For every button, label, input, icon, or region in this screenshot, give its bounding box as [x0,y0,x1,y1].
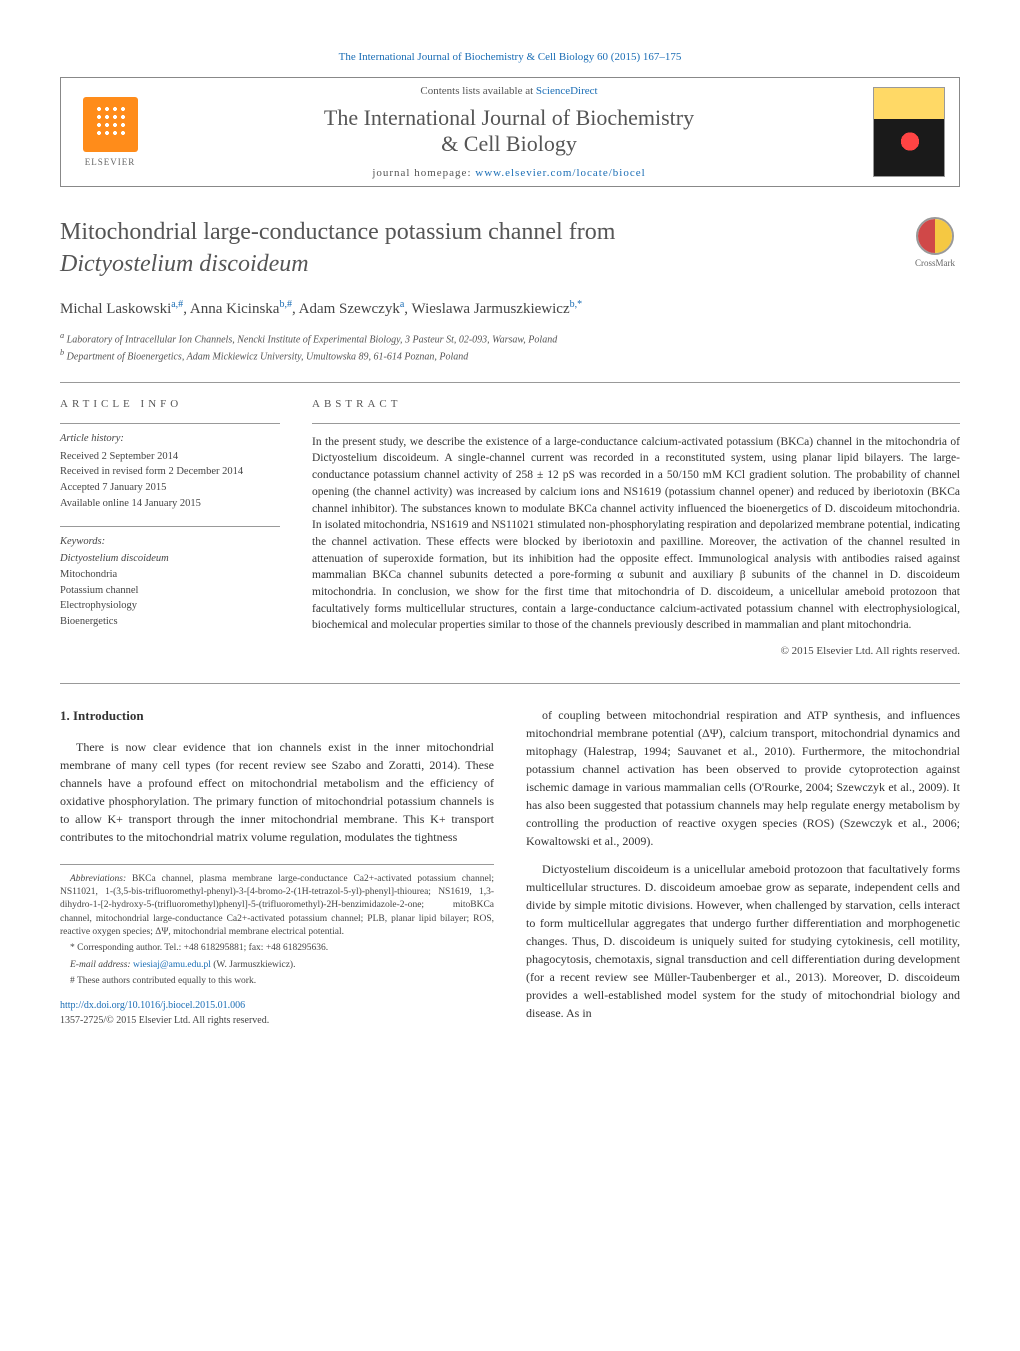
abstract-copyright: © 2015 Elsevier Ltd. All rights reserved… [312,644,960,659]
author-2-sup: b,# [279,299,292,310]
crossmark-widget[interactable]: CrossMark [910,217,960,270]
abbreviations-note: Abbreviations: BKCa channel, plasma memb… [60,873,494,939]
history-label: Article history: [60,432,280,447]
right-column: of coupling between mitochondrial respir… [526,706,960,1032]
body-columns: 1. Introduction There is now clear evide… [60,683,960,1032]
right-paragraph-1: of coupling between mitochondrial respir… [526,706,960,850]
keyword-2: Mitochondria [60,567,280,583]
abstract-column: ABSTRACT In the present study, we descri… [312,397,960,659]
email-note: E-mail address: wiesiaj@amu.edu.pl (W. J… [60,959,494,972]
author-4: Wieslawa Jarmuszkiewicz [412,301,570,317]
author-1-sup: a,# [171,299,183,310]
keywords-label: Keywords: [60,535,280,550]
online-line: Available online 14 January 2015 [60,496,280,512]
info-abstract-row: ARTICLE INFO Article history: Received 2… [60,397,960,659]
citation-header: The International Journal of Biochemistr… [60,50,960,65]
abstract-heading: ABSTRACT [312,397,960,412]
homepage-prefix: journal homepage: [372,167,475,179]
revised-line: Received in revised form 2 December 2014 [60,464,280,480]
journal-homepage-line: journal homepage: www.elsevier.com/locat… [145,166,873,181]
left-paragraph-1: There is now clear evidence that ion cha… [60,738,494,846]
author-1: Michal Laskowski [60,301,171,317]
contents-prefix: Contents lists available at [420,85,535,97]
crossmark-icon [916,217,954,255]
doi-link[interactable]: http://dx.doi.org/10.1016/j.biocel.2015.… [60,998,494,1013]
article-title: Mitochondrial large-conductance potassiu… [60,217,910,279]
keyword-4: Electrophysiology [60,598,280,614]
divider [60,382,960,383]
left-column: 1. Introduction There is now clear evide… [60,706,494,1032]
header-center: Contents lists available at ScienceDirec… [145,84,873,182]
accepted-line: Accepted 7 January 2015 [60,480,280,496]
affiliation-a: Laboratory of Intracellular Ion Channels… [67,334,558,345]
journal-homepage-link[interactable]: www.elsevier.com/locate/biocel [475,167,645,179]
author-3-sup: a [400,299,404,310]
elsevier-logo[interactable]: ELSEVIER [75,92,145,172]
received-line: Received 2 September 2014 [60,449,280,465]
title-line2-italic: Dictyostelium discoideum [60,251,309,277]
title-row: Mitochondrial large-conductance potassiu… [60,217,960,279]
author-4-sup: b,* [570,299,583,310]
article-info-column: ARTICLE INFO Article history: Received 2… [60,397,280,659]
introduction-heading: 1. Introduction [60,706,494,726]
sciencedirect-link[interactable]: ScienceDirect [536,85,598,97]
author-2: Anna Kicinska [190,301,280,317]
keyword-5: Bioenergetics [60,614,280,630]
article-info-heading: ARTICLE INFO [60,397,280,412]
contents-line: Contents lists available at ScienceDirec… [145,84,873,99]
journal-name-line2: & Cell Biology [441,131,577,156]
journal-name: The International Journal of Biochemistr… [145,105,873,158]
email-link[interactable]: wiesiaj@amu.edu.pl [133,960,211,970]
journal-header-box: ELSEVIER Contents lists available at Sci… [60,77,960,187]
affiliation-b: Department of Bioenergetics, Adam Mickie… [67,351,469,362]
journal-cover-thumbnail[interactable] [873,87,945,177]
article-history-block: Article history: Received 2 September 20… [60,423,280,512]
elsevier-label: ELSEVIER [85,156,136,169]
keywords-block: Keywords: Dictyostelium discoideum Mitoc… [60,526,280,630]
crossmark-label: CrossMark [915,257,955,270]
corresponding-author-note: * Corresponding author. Tel.: +48 618295… [60,942,494,955]
page-container: The International Journal of Biochemistr… [0,0,1020,1082]
affiliations: a Laboratory of Intracellular Ion Channe… [60,330,960,365]
right-paragraph-2: Dictyostelium discoideum is a unicellula… [526,860,960,1022]
journal-name-line1: The International Journal of Biochemistr… [324,105,694,130]
author-3: Adam Szewczyk [299,301,400,317]
footnotes: Abbreviations: BKCa channel, plasma memb… [60,864,494,988]
elsevier-tree-icon [83,97,138,152]
keyword-1: Dictyostelium discoideum [60,551,280,567]
issn-copyright: 1357-2725/© 2015 Elsevier Ltd. All right… [60,1013,494,1028]
title-line1: Mitochondrial large-conductance potassiu… [60,219,615,245]
abstract-text: In the present study, we describe the ex… [312,423,960,634]
equal-contribution-note: # These authors contributed equally to t… [60,975,494,988]
keyword-3: Potassium channel [60,583,280,599]
authors-line: Michal Laskowskia,#, Anna Kicinskab,#, A… [60,298,960,320]
